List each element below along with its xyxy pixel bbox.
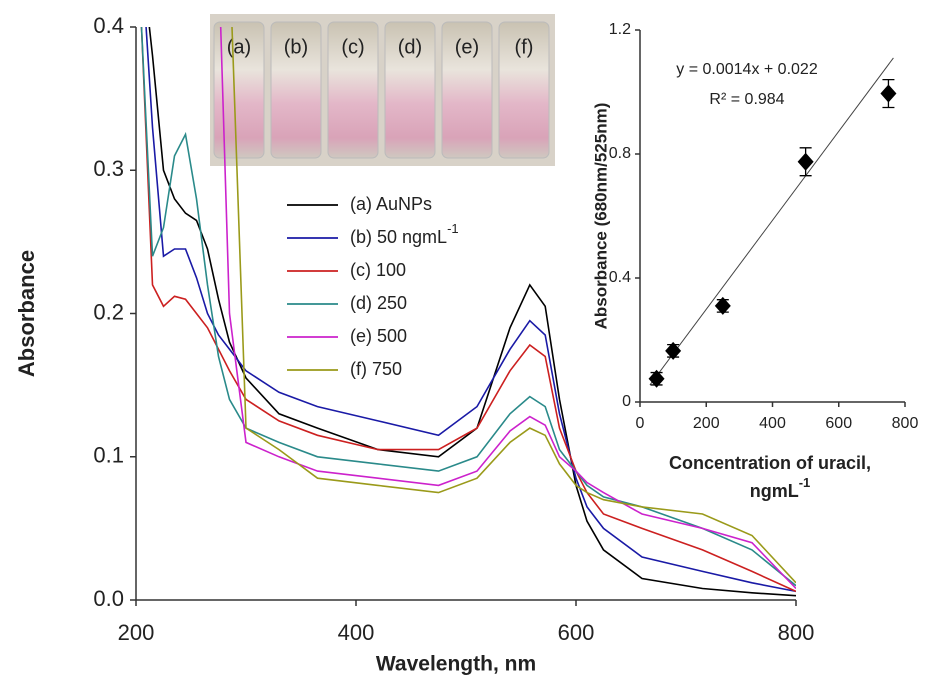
legend-label: (f) 750	[350, 359, 402, 379]
legend-label: (e) 500	[350, 326, 407, 346]
vial-photo: (a) (b) (c) (d) (e) (f)	[210, 14, 555, 166]
vial-label: (c)	[341, 36, 364, 58]
annotation: R² = 0.984	[709, 91, 784, 108]
legend-text: (f) 750	[350, 359, 402, 379]
spectrum-line	[219, 27, 796, 590]
legend-label: (c) 100	[350, 260, 406, 280]
vial	[498, 21, 550, 159]
x-axis-label: Wavelength, nm	[376, 653, 536, 676]
vial	[441, 21, 493, 159]
fit-line	[649, 57, 894, 386]
legend-text: (e) 500	[350, 326, 407, 346]
x-tick-label: 800	[892, 415, 919, 432]
spectrum-line	[140, 27, 796, 587]
spectrum-line	[145, 27, 796, 593]
x-tick-label: 600	[825, 415, 852, 432]
legend-text: (b) 50 ngmL	[350, 227, 447, 247]
y-tick-label: 0.8	[609, 145, 631, 162]
vial	[327, 21, 379, 159]
legend-label: (a) AuNPs	[350, 194, 432, 214]
spectrum-line	[231, 27, 796, 584]
x-tick-label: 400	[338, 620, 375, 645]
vial-label: (b)	[284, 36, 308, 58]
x-tick-label: 600	[558, 620, 595, 645]
legend-sup: -1	[447, 221, 459, 236]
vial	[270, 21, 322, 159]
y-tick-label: 0.3	[93, 156, 124, 181]
vial-label: (f)	[515, 36, 534, 58]
legend-text: (c) 100	[350, 260, 406, 280]
y-tick-label: 0.1	[93, 443, 124, 468]
vial-label: (e)	[455, 36, 479, 58]
x-axis-label-sup: -1	[799, 475, 811, 490]
y-tick-label: 0.4	[609, 269, 631, 286]
photo-background	[210, 14, 555, 166]
annotation: y = 0.0014x + 0.022	[676, 61, 818, 78]
legend-text: (d) 250	[350, 293, 407, 313]
spectrum-line	[140, 27, 796, 593]
x-axis-label: ngmL-1	[750, 475, 811, 500]
y-axis-label: Absorbance	[14, 250, 39, 377]
y-axis-label: Absorbance (680nm/525nm)	[591, 103, 610, 330]
spectrum-line	[148, 27, 796, 597]
legend-label: (b) 50 ngmL-1	[350, 221, 459, 246]
y-tick-label: 0	[622, 393, 631, 410]
x-tick-label: 200	[118, 620, 155, 645]
y-tick-label: 0.4	[93, 13, 124, 38]
vial-label: (d)	[398, 36, 422, 58]
x-tick-label: 400	[759, 415, 786, 432]
legend-text: (a) AuNPs	[350, 194, 432, 214]
vial-label: (a)	[227, 36, 251, 58]
y-tick-label: 0.0	[93, 586, 124, 611]
x-tick-label: 800	[778, 620, 815, 645]
vial	[384, 21, 436, 159]
x-tick-label: 0	[636, 415, 645, 432]
plot-lines	[140, 27, 796, 597]
data-point	[714, 296, 731, 315]
legend-label: (d) 250	[350, 293, 407, 313]
data-point	[797, 152, 814, 171]
x-axis-label: Concentration of uracil,	[669, 453, 871, 473]
data-point	[648, 369, 665, 388]
data-point	[880, 84, 897, 103]
x-tick-label: 200	[693, 415, 720, 432]
vial	[213, 21, 265, 159]
x-axis-label-text: ngmL	[750, 481, 799, 501]
y-tick-label: 0.2	[93, 299, 124, 324]
y-tick-label: 1.2	[609, 21, 631, 38]
data-point	[665, 341, 682, 360]
